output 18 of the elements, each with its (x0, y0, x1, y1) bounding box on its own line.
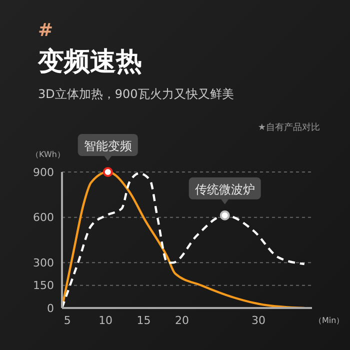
x-tick-label: 20 (175, 314, 190, 327)
x-tick-label: 15 (136, 314, 151, 327)
y-tick-label: 900 (33, 166, 54, 179)
y-tick-label: 0 (47, 302, 54, 315)
y-tick-label: 600 (33, 211, 54, 224)
chart-title: 变频速热 (38, 46, 142, 79)
chart-subtitle: 3D立体加热，900瓦火力又快又鲜美 (38, 86, 234, 103)
x-tick-label: 30 (251, 314, 266, 327)
text: # (38, 20, 54, 41)
x-tick-label: 5 (64, 314, 71, 327)
y-tick-label: 300 (33, 256, 54, 270)
x-axis-title: （Min） (314, 315, 344, 326)
annotation: 传统微波炉 (194, 182, 255, 196)
text: ★自有产品对比 (258, 122, 320, 134)
x-tick-label: 10 (98, 314, 113, 327)
annotation: 智能变频 (84, 139, 132, 153)
y-tick-label: 150 (33, 279, 54, 292)
y-axis-title: （KWh） (31, 149, 65, 160)
